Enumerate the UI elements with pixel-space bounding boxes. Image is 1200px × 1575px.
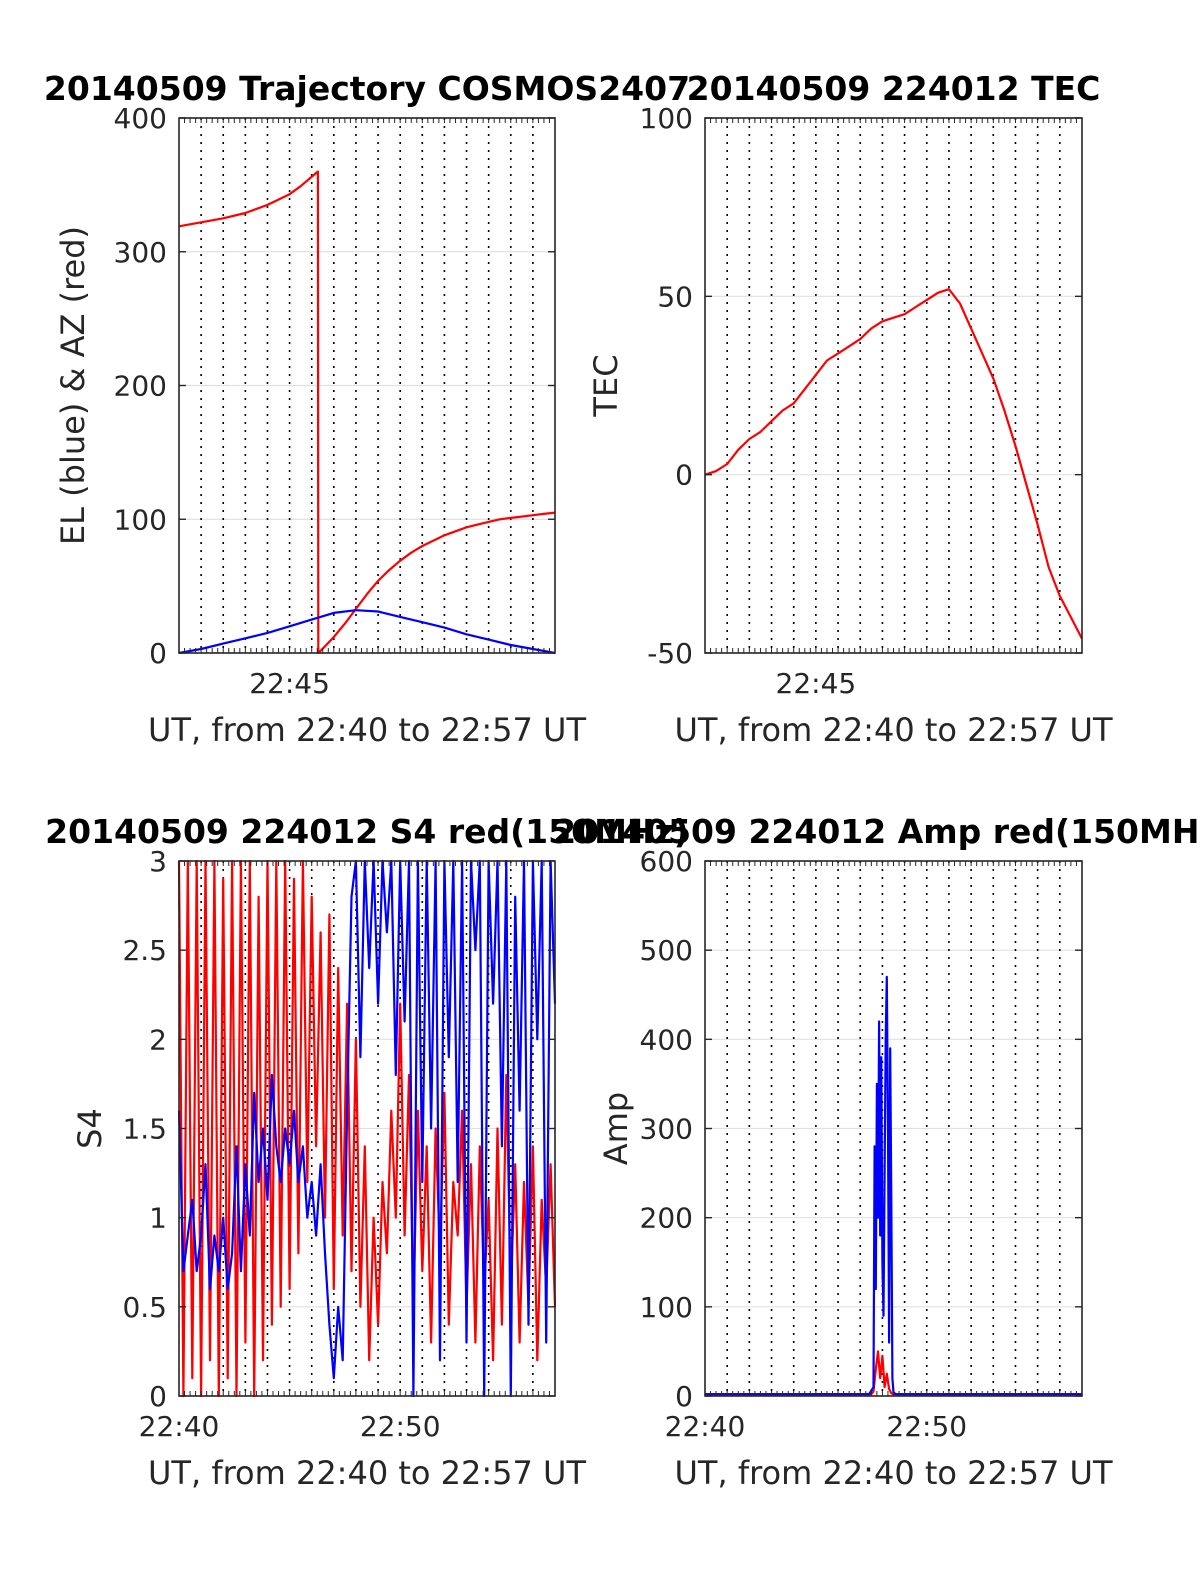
series-line-1 [178,609,556,655]
y-axis-label: TEC [587,354,625,417]
series-line-1 [705,975,1082,1396]
y-tick-label: -50 [647,637,693,670]
x-tick-label: 22:40 [139,1410,220,1443]
chart-title: 20140509 224012 Amp red(150MHz) [553,812,1200,851]
series-line-1 [177,859,557,1398]
x-tick-label: 22:40 [665,1410,746,1443]
y-axis-label: S4 [71,1108,109,1149]
y-tick-label: 0.5 [122,1291,167,1324]
y-tick-label: 100 [640,1291,693,1324]
y-tick-label: 1 [149,1202,167,1235]
x-tick-label: 22:45 [249,667,330,700]
y-axis-label: EL (blue) & AZ (red) [54,226,92,545]
chart-s4: 0 0.5 1 1.5 2 2.5 3 22:40 22:50 UT, from 22:40 to… [45,812,689,1492]
y-tick-label: 100 [640,102,693,135]
y-tick-label: 200 [640,1202,693,1235]
y-tick-label: 300 [114,236,167,269]
series-line-0 [705,1350,1082,1396]
y-tick-label: 500 [640,934,693,967]
x-tick-label: 22:50 [886,1410,967,1443]
y-tick-label: 400 [114,102,167,135]
x-axis-label: UT, from 22:40 to 22:57 UT [675,1454,1113,1492]
y-tick-label: 2 [149,1023,167,1056]
y-tick-label: 400 [640,1023,693,1056]
x-tick-label: 22:45 [776,667,857,700]
y-tick-label: 0 [675,459,693,492]
series-line-0 [704,288,1083,640]
chart-title: 20140509 Trajectory COSMOS2407 [44,69,690,108]
y-tick-label: 1.5 [122,1113,167,1146]
chart-title: 20140509 224012 S4 red(150MHz) [45,812,689,851]
y-tick-label: 0 [149,637,167,670]
x-axis-label: UT, from 22:40 to 22:57 UT [148,711,586,749]
y-tick-label: 200 [114,370,167,403]
chart-title: 20140509 224012 TEC [687,69,1101,108]
axes-frame [704,117,1083,654]
chart-amp: 0 100 200 300 400 500 600 22:40 22:50 UT, from 22… [553,812,1200,1492]
x-axis-label: UT, from 22:40 to 22:57 UT [675,711,1113,749]
series-line-0 [177,859,557,1398]
y-tick-label: 100 [114,503,167,536]
chart-tec: -50 0 50 100 22:45 UT, from 22:40 to 22:57 UT… [587,69,1113,749]
series-line-0 [178,170,556,655]
y-tick-label: 3 [149,845,167,878]
y-tick-label: 0 [675,1380,693,1413]
y-axis-label: Amp [597,1092,635,1165]
y-tick-label: 600 [640,845,693,878]
y-tick-label: 300 [640,1113,693,1146]
y-tick-label: 50 [657,280,693,313]
x-axis-label: UT, from 22:40 to 22:57 UT [148,1454,586,1492]
chart-traj: 0 100 200 300 400 22:45 UT, from 22:40 to 22:5… [44,69,690,749]
x-tick-label: 22:50 [360,1410,441,1443]
y-tick-label: 2.5 [122,934,167,967]
y-tick-label: 0 [149,1380,167,1413]
